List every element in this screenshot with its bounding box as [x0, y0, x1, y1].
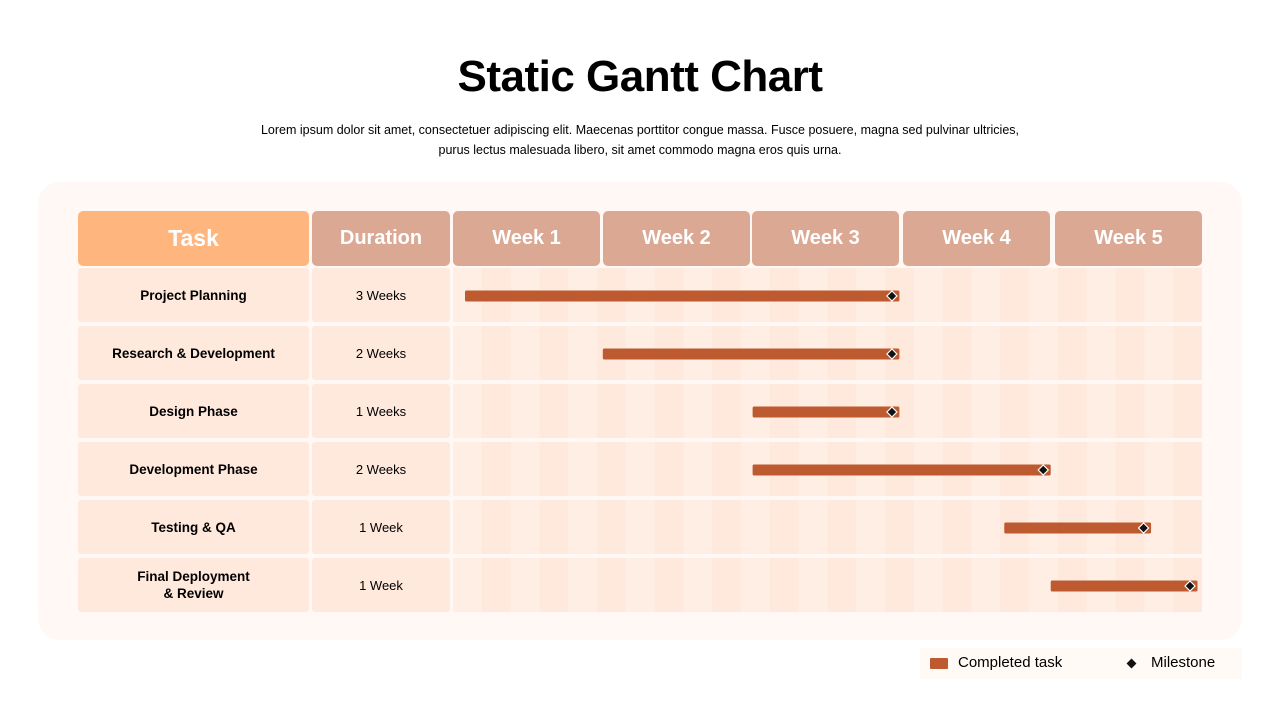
milestone-marker: [1037, 464, 1050, 476]
header-week-1: Week 1: [453, 211, 600, 266]
task-bar: [1004, 522, 1152, 534]
task-duration: 3 Weeks: [312, 268, 450, 322]
task-name: Design Phase: [78, 384, 309, 438]
subtitle-line-2: purus lectus malesuada libero, sit amet …: [438, 143, 842, 157]
task-name: Testing & QA: [78, 500, 309, 554]
milestone-marker: [886, 406, 898, 418]
task-bar: [1050, 580, 1198, 592]
row-gap: [453, 380, 1202, 384]
milestone-marker: [886, 348, 898, 360]
header-duration: Duration: [312, 211, 450, 266]
row-gap: [453, 496, 1202, 500]
completed-task-swatch: [930, 658, 948, 669]
row-gap: [453, 554, 1202, 558]
task-duration: 2 Weeks: [312, 326, 450, 380]
task-name: Project Planning: [78, 268, 309, 322]
milestone-marker: [1184, 580, 1196, 592]
milestone-marker: [886, 290, 898, 302]
milestone-marker: [1137, 522, 1150, 534]
task-name: Development Phase: [78, 442, 309, 496]
task-name: Final Deployment & Review: [78, 558, 309, 612]
header-week-2: Week 2: [603, 211, 750, 266]
row-gap: [453, 322, 1202, 326]
task-bar: [752, 406, 900, 418]
header-week-4: Week 4: [903, 211, 1050, 266]
header-week-3: Week 3: [752, 211, 899, 266]
header-task: Task: [78, 211, 309, 266]
task-name: Research & Development: [78, 326, 309, 380]
chart-subtitle: Lorem ipsum dolor sit amet, consectetuer…: [240, 120, 1040, 160]
task-bar: [464, 290, 900, 302]
legend: Completed task Milestone: [920, 648, 1242, 679]
task-duration: 2 Weeks: [312, 442, 450, 496]
chart-title: Static Gantt Chart: [457, 52, 823, 101]
milestone-diamond-icon: [1126, 658, 1137, 669]
subtitle-line-1: Lorem ipsum dolor sit amet, consectetuer…: [260, 123, 1019, 137]
legend-completed-label: Completed task: [958, 654, 1063, 671]
row-gap: [453, 438, 1202, 442]
task-bar: [602, 348, 900, 360]
task-bar: [752, 464, 1051, 476]
header-week-5: Week 5: [1055, 211, 1202, 266]
task-duration: 1 Week: [312, 558, 450, 612]
task-duration: 1 Week: [312, 500, 450, 554]
legend-milestone-label: Milestone: [1151, 654, 1216, 671]
task-duration: 1 Weeks: [312, 384, 450, 438]
